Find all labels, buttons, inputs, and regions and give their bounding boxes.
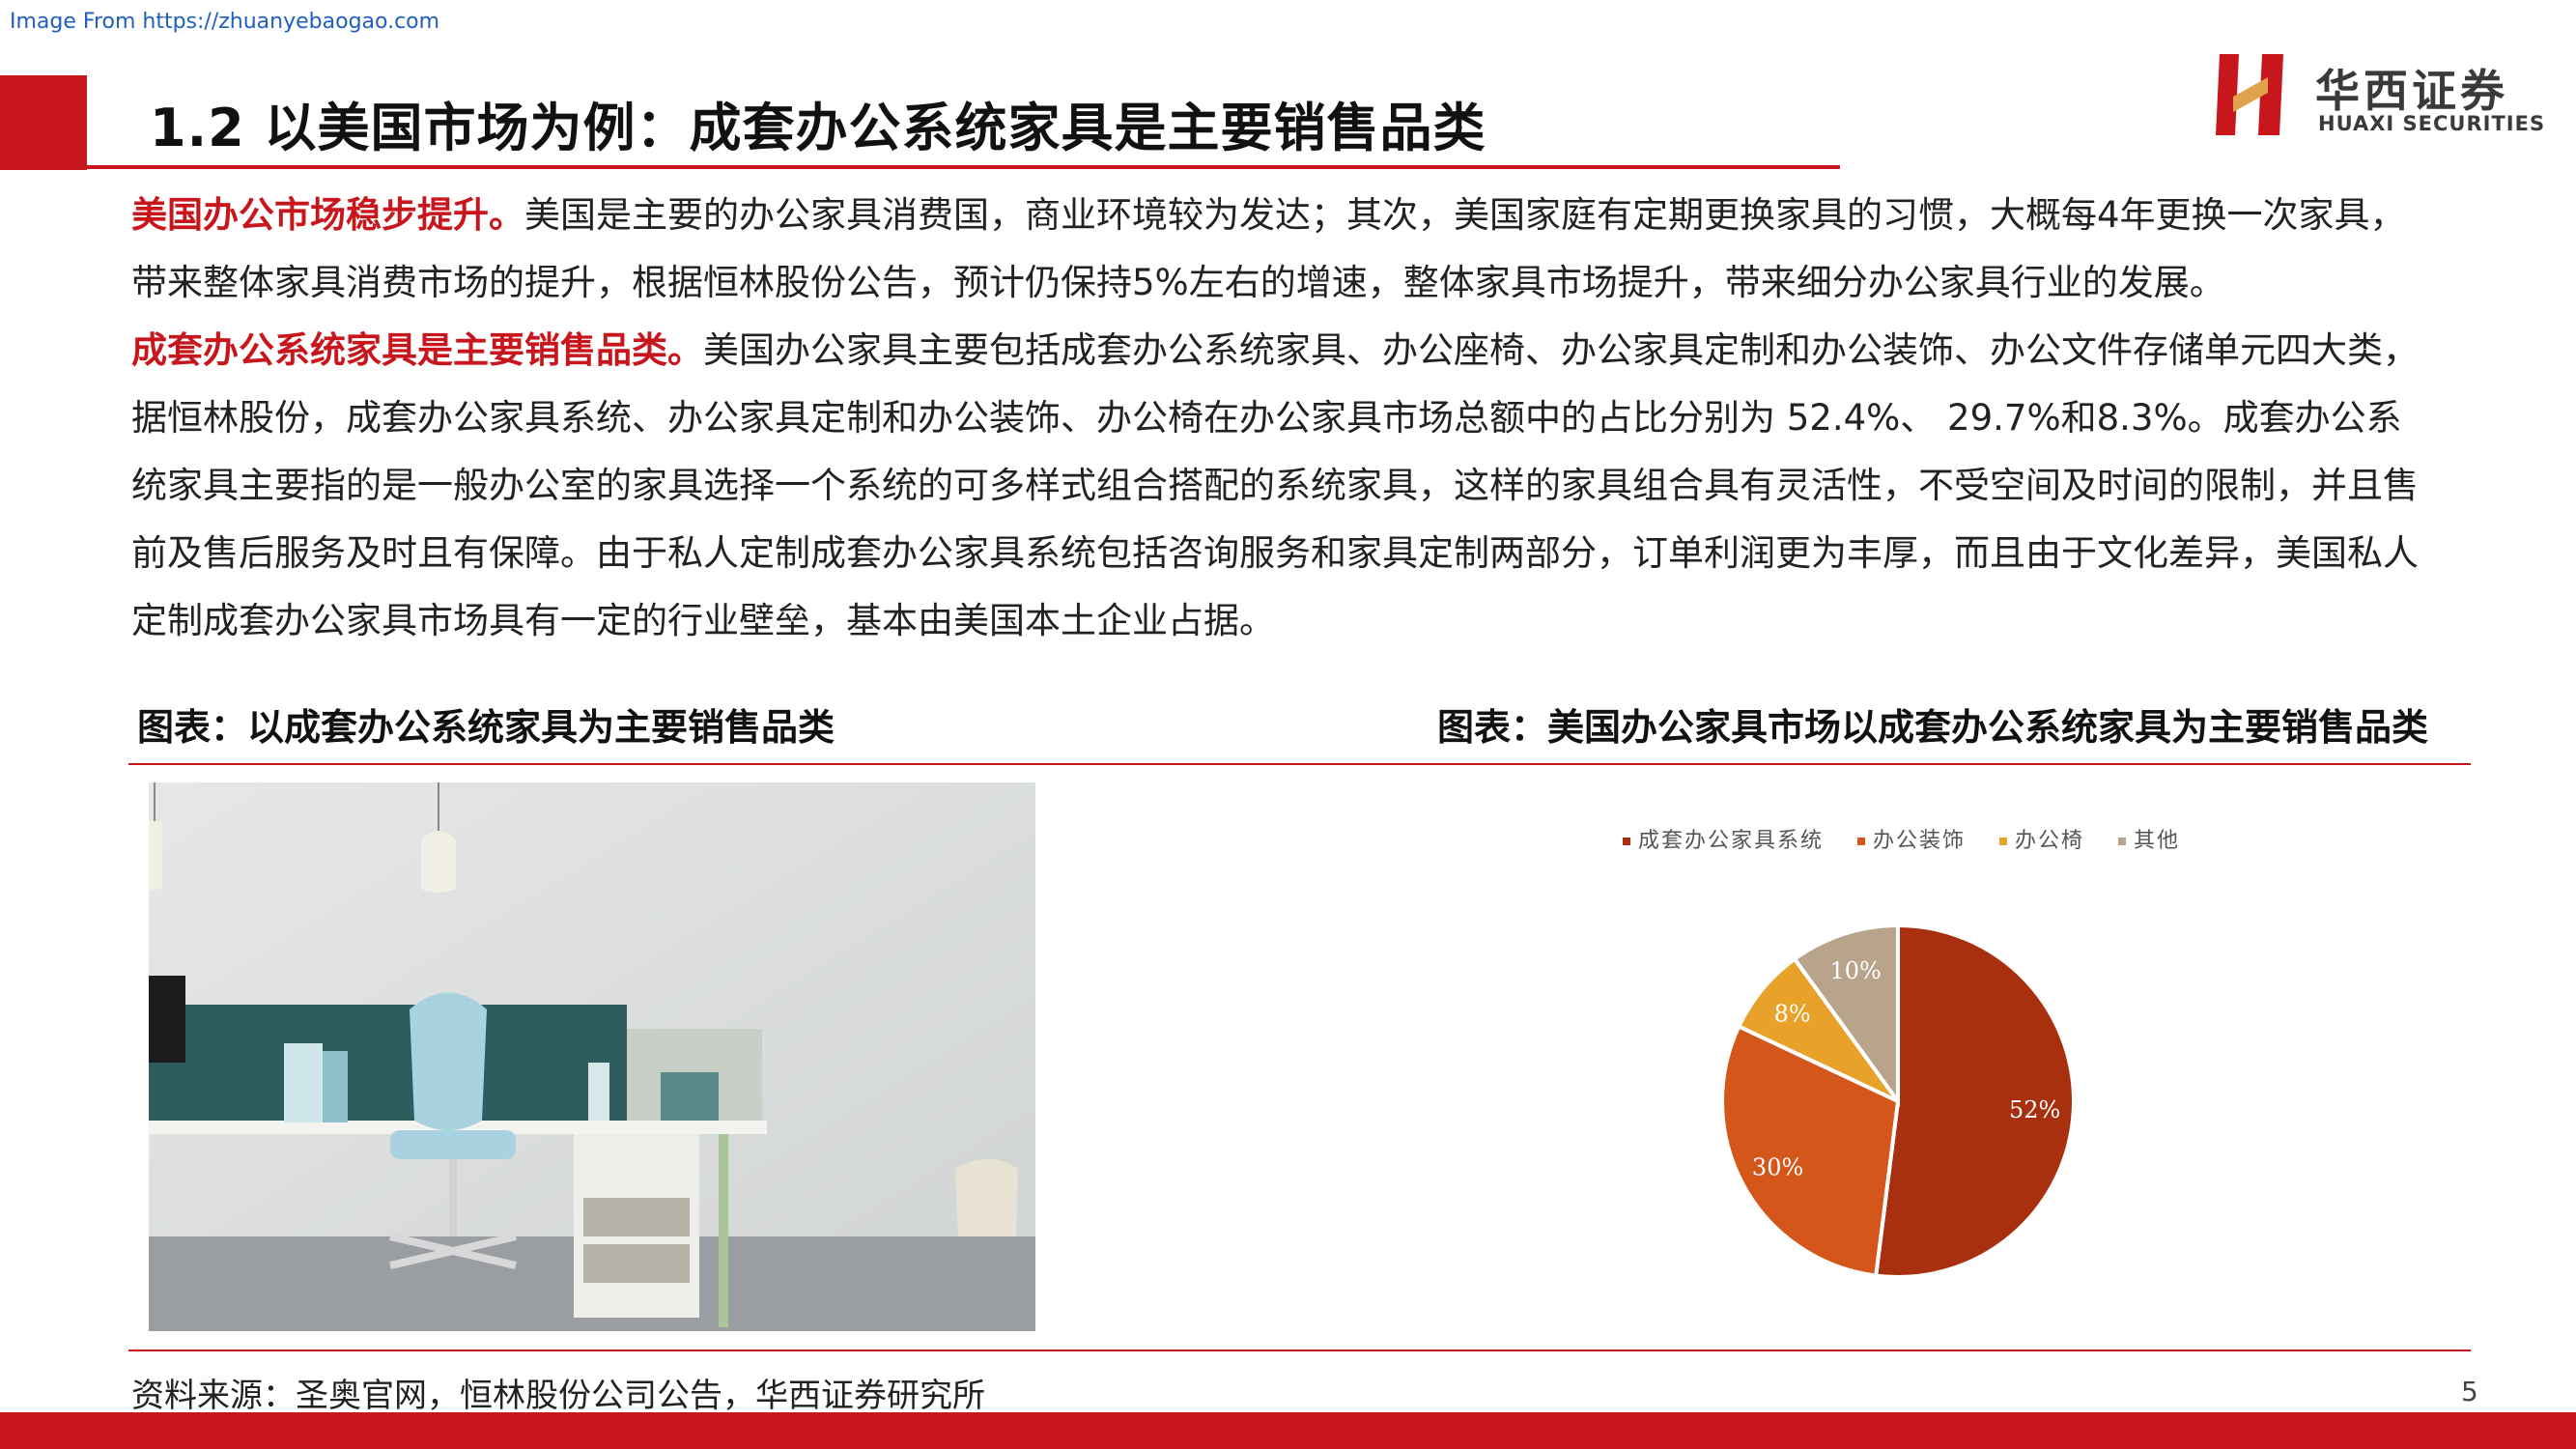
- pie-label-3: 10%: [1829, 957, 1881, 984]
- legend-swatch-2: [1999, 838, 2008, 845]
- legend-label-3: 其他: [2134, 829, 2181, 853]
- logo-english-name: HUAXI SECURITIES: [2318, 112, 2546, 135]
- source-watermark: Image From https://zhuanyebaogao.com: [10, 10, 440, 34]
- pie-label-2: 8%: [1774, 1001, 1811, 1028]
- right-figure-caption: 图表：美国办公家具市场以成套办公系统家具为主要销售品类: [1437, 706, 2429, 749]
- paragraph-2-text: 美国办公家具主要包括成套办公系统家具、办公座椅、办公家具定制和办公装饰、办公文件…: [131, 329, 2419, 641]
- pie-legend: 成套办公家具系统 办公装饰 办公椅 其他: [1623, 823, 2205, 854]
- legend-item-1: 办公装饰: [1857, 829, 1966, 853]
- legend-label-0: 成套办公家具系统: [1638, 829, 1825, 853]
- body-text: 美国办公市场稳步提升。美国是主要的办公家具消费国，商业环境较为发达；其次，美国家…: [131, 182, 2430, 655]
- logo-chinese-name: 华西证券: [2315, 65, 2508, 117]
- pie-label-0: 52%: [2009, 1096, 2060, 1123]
- legend-item-2: 办公椅: [1999, 829, 2084, 853]
- office-furniture-photo: [149, 782, 1035, 1331]
- caption-divider: [128, 763, 2471, 765]
- left-figure-caption: 图表：以成套办公系统家具为主要销售品类: [137, 706, 835, 749]
- legend-swatch-1: [1857, 838, 1866, 845]
- pie-slice-0: [1873, 923, 2076, 1279]
- pie-slice-1: [1720, 1023, 1901, 1278]
- page-number: 5: [2461, 1376, 2478, 1407]
- legend-item-3: 其他: [2118, 829, 2180, 853]
- paragraph-2-highlight: 成套办公系统家具是主要销售品类。: [131, 329, 703, 371]
- footer-bar: [0, 1412, 2576, 1449]
- legend-swatch-0: [1623, 838, 1630, 845]
- paragraph-2: 成套办公系统家具是主要销售品类。美国办公家具主要包括成套办公系统家具、办公座椅、…: [131, 317, 2430, 655]
- legend-item-0: 成套办公家具系统: [1623, 829, 1824, 853]
- pie-label-1: 30%: [1752, 1153, 1803, 1180]
- market-share-pie-chart: 52% 30% 8% 10%: [1720, 923, 2076, 1279]
- footer-divider: [128, 1350, 2471, 1351]
- source-note: 资料来源：圣奥官网，恒林股份公司公告，华西证券研究所: [131, 1377, 985, 1415]
- page-title: 1.2 以美国市场为例：成套办公系统家具是主要销售品类: [150, 98, 1486, 158]
- title-accent-block: [0, 75, 87, 170]
- legend-label-2: 办公椅: [2015, 829, 2085, 853]
- huaxi-logo-icon: [2216, 54, 2283, 135]
- paragraph-1-text: 美国是主要的办公家具消费国，商业环境较为发达；其次，美国家庭有定期更换家具的习惯…: [131, 194, 2406, 303]
- paragraph-1-highlight: 美国办公市场稳步提升。: [131, 194, 524, 236]
- legend-label-1: 办公装饰: [1873, 829, 1967, 853]
- pie-slice-3: [1792, 923, 1900, 1108]
- company-logo: 华西证券 HUAXI SECURITIES: [2214, 54, 2544, 141]
- legend-swatch-3: [2118, 838, 2127, 845]
- paragraph-1: 美国办公市场稳步提升。美国是主要的办公家具消费国，商业环境较为发达；其次，美国家…: [131, 182, 2430, 317]
- title-divider: [87, 165, 1840, 169]
